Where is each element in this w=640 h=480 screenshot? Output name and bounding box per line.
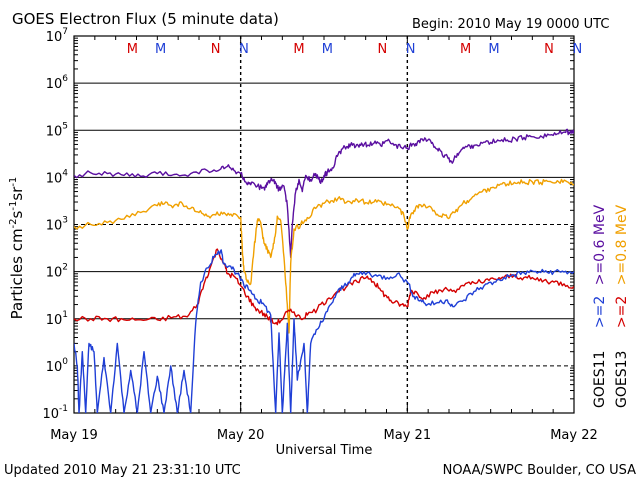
y-tick-label: 105 (46, 121, 68, 139)
x-tick-label: May 19 (50, 428, 98, 443)
y-tick-label: 101 (46, 310, 68, 328)
legend: GOES11 >=2 >=0.6 MeV GOES13 >=2 >=0.8 Me… (592, 204, 630, 408)
y-axis-label: Particles cm-2s-1sr-1 (8, 177, 26, 320)
grid-lines (73, 36, 575, 413)
data-series (74, 128, 574, 413)
y-tick-label: 107 (46, 27, 68, 45)
x-tick-label: May 22 (550, 428, 598, 443)
y-tick-label: 104 (46, 168, 69, 186)
y-tick-label: 103 (46, 216, 68, 234)
mn-marker: N (239, 42, 249, 57)
plot-frame (73, 35, 575, 414)
x-tick-label: May 21 (384, 428, 432, 443)
legend-goes11-2mev: >=2 (592, 296, 608, 328)
legend-goes11-06mev: >=0.6 MeV (592, 204, 608, 285)
legend-goes11-label: GOES11 (592, 351, 608, 408)
y-tick-label: 102 (46, 263, 68, 281)
mn-marker: N (572, 42, 582, 57)
x-tick-labels: May 19 May 20 May 21 May 22 (50, 428, 598, 443)
mn-marker: M (127, 42, 138, 57)
y-tick-label: 106 (46, 74, 69, 92)
mn-marker: N (377, 42, 387, 57)
legend-goes11: GOES11 >=2 >=0.6 MeV (592, 204, 608, 408)
mn-marker: N (211, 42, 221, 57)
source-credit: NOAA/SWPC Boulder, CO USA (443, 463, 636, 478)
legend-goes13-08mev: >=0.8 MeV (614, 204, 630, 285)
legend-goes13: GOES13 >=2 >=0.8 MeV (614, 204, 630, 408)
mn-marker: M (488, 42, 499, 57)
series-line-goes11_2 (74, 249, 574, 413)
series-line-goes13_2 (74, 248, 574, 326)
mn-marker: M (293, 42, 304, 57)
y-tick-label: 100 (46, 357, 69, 375)
mn-marker: N (544, 42, 554, 57)
mn-marker: M (322, 42, 333, 57)
mn-marker: M (155, 42, 166, 57)
begin-label: Begin: 2010 May 19 0000 UTC (412, 17, 609, 32)
series-line-goes11_08 (74, 178, 574, 334)
y-tick-labels: 10-1 100 101 102 103 104 105 106 107 (42, 27, 68, 422)
legend-goes13-2mev: >=2 (614, 296, 630, 328)
mn-marker: M (460, 42, 471, 57)
legend-goes13-label: GOES13 (614, 351, 630, 408)
mn-marker: N (406, 42, 416, 57)
x-tick-label: May 20 (217, 428, 265, 443)
x-axis-label: Universal Time (276, 443, 373, 458)
series-line-goes11_06 (74, 128, 574, 259)
updated-timestamp: Updated 2010 May 21 23:31:10 UTC (4, 463, 241, 478)
y-tick-label: 10-1 (42, 404, 68, 422)
chart-title: GOES Electron Flux (5 minute data) (12, 10, 279, 28)
